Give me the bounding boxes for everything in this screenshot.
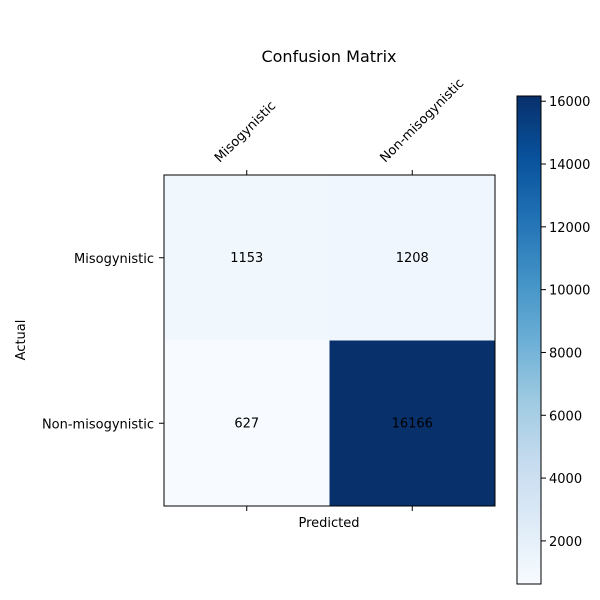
- colorbar-tick-label: 2000: [549, 535, 582, 550]
- colorbar-tick-label: 4000: [549, 472, 582, 487]
- colorbar-ticks: 2000 4000 6000 8000 10000 12000 14000 16000: [541, 95, 590, 550]
- colorbar-tick-label: 14000: [549, 158, 590, 173]
- colorbar-tick-label: 10000: [549, 284, 590, 299]
- colorbar-tick-label: 12000: [549, 221, 590, 236]
- plot-frame: [163, 174, 496, 507]
- x-axis-label: Predicted: [298, 516, 359, 531]
- chart-title: Confusion Matrix: [261, 47, 396, 66]
- colorbar: [516, 95, 542, 585]
- y-tick-label: Misogynistic: [74, 252, 154, 267]
- heatmap-cell: [329, 340, 495, 506]
- colorbar-tick-label: 16000: [549, 95, 590, 110]
- y-axis-ticks: Misogynistic Non-misogynistic: [42, 252, 164, 432]
- cell-value-label: 1153: [230, 251, 263, 266]
- y-tick-label: Non-misogynistic: [42, 417, 154, 432]
- colorbar-tick-label: 6000: [549, 409, 582, 424]
- colorbar-tick-label: 8000: [549, 346, 582, 361]
- x-tick-label: Non-misogynistic: [377, 76, 467, 166]
- heatmap-cell: [164, 340, 330, 506]
- heatmap-cell: [329, 175, 495, 341]
- y-axis-label: Actual: [14, 320, 29, 361]
- cell-value-label: 627: [234, 416, 259, 431]
- heatmap-cell: [164, 175, 330, 341]
- cell-value-label: 1208: [396, 251, 429, 266]
- cell-value-label: 16166: [392, 416, 433, 431]
- heatmap-cells: 1153 1208 627 16166: [164, 175, 495, 506]
- x-tick-label: Misogynistic: [212, 99, 279, 166]
